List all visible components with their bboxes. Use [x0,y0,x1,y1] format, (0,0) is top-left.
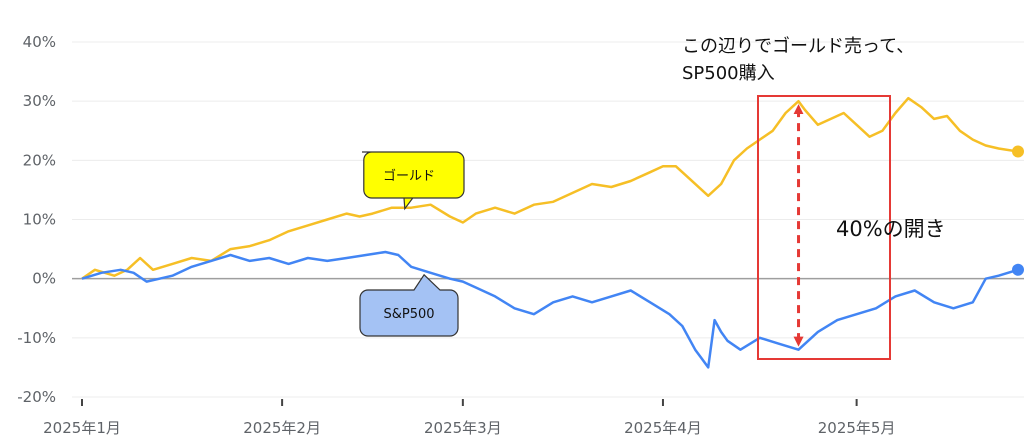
series-end-point [1012,145,1024,158]
y-tick-label: 30% [23,92,56,110]
series-callouts: ゴールド S&P500 [359,151,465,337]
grid [72,41,1024,398]
gold-callout-label: ゴールド [383,168,435,184]
x-tick-label: 2025年4月 [624,419,702,437]
sp500-callout-box [359,273,459,337]
series-lines [81,96,1024,369]
x-axis: 2025年1月 2025年2月 2025年3月 2025年4月 2025年5月 [43,399,895,437]
y-tick-label: -20% [17,388,56,406]
series-line-gold [81,96,1019,280]
y-tick-label: 0% [32,270,56,288]
gold-callout-box [362,151,465,211]
y-axis: 40% 30% 20% 10% 0% -10% -20% [17,33,56,406]
y-tick-label: 10% [23,211,56,229]
series-line-sp500 [81,250,1019,369]
y-tick-label: -10% [17,329,56,347]
x-tick-label: 2025年1月 [43,419,121,437]
note-text-line-2: SP500購入 [682,63,775,84]
x-tick-label: 2025年5月 [818,419,896,437]
annotations: 40%の開き この辺りでゴールド売って、 SP500購入 [682,36,946,360]
y-tick-label: 40% [23,33,56,51]
highlight-box [757,95,891,360]
y-tick-label: 20% [23,151,56,169]
note-text-line-1: この辺りでゴールド売って、 [682,36,914,57]
x-tick-label: 2025年3月 [424,419,502,437]
series-end-point [1012,263,1024,276]
x-tick-label: 2025年2月 [243,419,321,437]
gap-label: 40%の開き [836,217,946,241]
sp500-callout-label: S&P500 [383,307,434,322]
